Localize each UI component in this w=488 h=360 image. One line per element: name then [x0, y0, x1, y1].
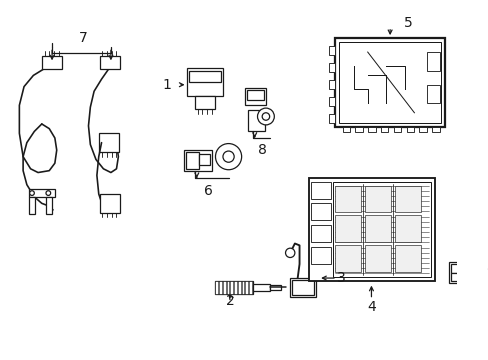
Bar [448, 262, 476, 283]
Circle shape [257, 108, 274, 125]
Bar [183, 150, 211, 171]
Bar [355, 127, 362, 132]
Bar [248, 110, 264, 131]
Bar [393, 127, 400, 132]
Bar [394, 186, 420, 212]
Bar [332, 182, 430, 277]
Bar [310, 247, 330, 264]
Bar [334, 186, 361, 212]
Bar [308, 178, 434, 281]
Bar [426, 52, 439, 71]
Bar [450, 264, 465, 273]
Bar [329, 45, 334, 55]
Bar [198, 154, 209, 165]
Text: 7: 7 [79, 31, 87, 45]
Bar [289, 278, 316, 297]
Circle shape [285, 248, 294, 257]
Circle shape [215, 144, 241, 170]
Bar [310, 182, 330, 199]
Bar [241, 281, 244, 294]
Bar [245, 281, 248, 294]
Bar [223, 281, 225, 294]
Bar [334, 246, 361, 271]
Bar [187, 68, 223, 96]
Bar [338, 42, 441, 123]
Bar [310, 225, 330, 242]
Circle shape [30, 191, 34, 195]
Bar [419, 127, 426, 132]
Bar [269, 285, 280, 290]
Bar [185, 152, 198, 169]
Circle shape [262, 113, 269, 120]
Bar [364, 216, 390, 242]
Bar [450, 273, 465, 281]
Bar [248, 281, 251, 294]
Bar [329, 114, 334, 123]
Bar [380, 127, 387, 132]
Bar [234, 281, 237, 294]
Circle shape [46, 191, 51, 195]
Text: 8: 8 [257, 143, 266, 157]
Bar [426, 85, 439, 103]
Bar [364, 246, 390, 271]
Bar [367, 127, 375, 132]
Bar [100, 56, 120, 69]
Bar [245, 89, 265, 105]
Bar [431, 127, 439, 132]
Bar [99, 133, 119, 152]
Bar [100, 194, 120, 213]
Bar [342, 127, 349, 132]
Bar [238, 281, 240, 294]
Bar [189, 71, 221, 82]
Bar [394, 216, 420, 242]
Bar [329, 63, 334, 72]
Bar [394, 246, 420, 271]
Bar [29, 197, 35, 213]
Bar [230, 281, 233, 294]
Bar [195, 96, 215, 109]
Bar [310, 203, 330, 220]
Bar [45, 197, 52, 213]
Text: 2: 2 [225, 294, 234, 309]
Bar [226, 281, 229, 294]
Bar [247, 90, 264, 100]
Bar [215, 281, 252, 294]
Text: 3: 3 [337, 271, 345, 285]
Text: 5: 5 [404, 16, 412, 30]
Text: 4: 4 [366, 300, 375, 314]
Bar [334, 38, 444, 127]
Circle shape [223, 151, 234, 162]
Bar [215, 281, 218, 294]
Text: 6: 6 [203, 184, 212, 198]
Bar [406, 127, 413, 132]
Text: 9: 9 [486, 265, 488, 279]
Bar [329, 96, 334, 106]
Bar [334, 216, 361, 242]
Bar [252, 284, 269, 291]
Bar [29, 189, 55, 197]
Bar [41, 56, 62, 69]
Text: 1: 1 [162, 78, 171, 92]
Bar [219, 281, 222, 294]
Bar [364, 186, 390, 212]
Bar [329, 80, 334, 89]
Bar [291, 280, 314, 295]
